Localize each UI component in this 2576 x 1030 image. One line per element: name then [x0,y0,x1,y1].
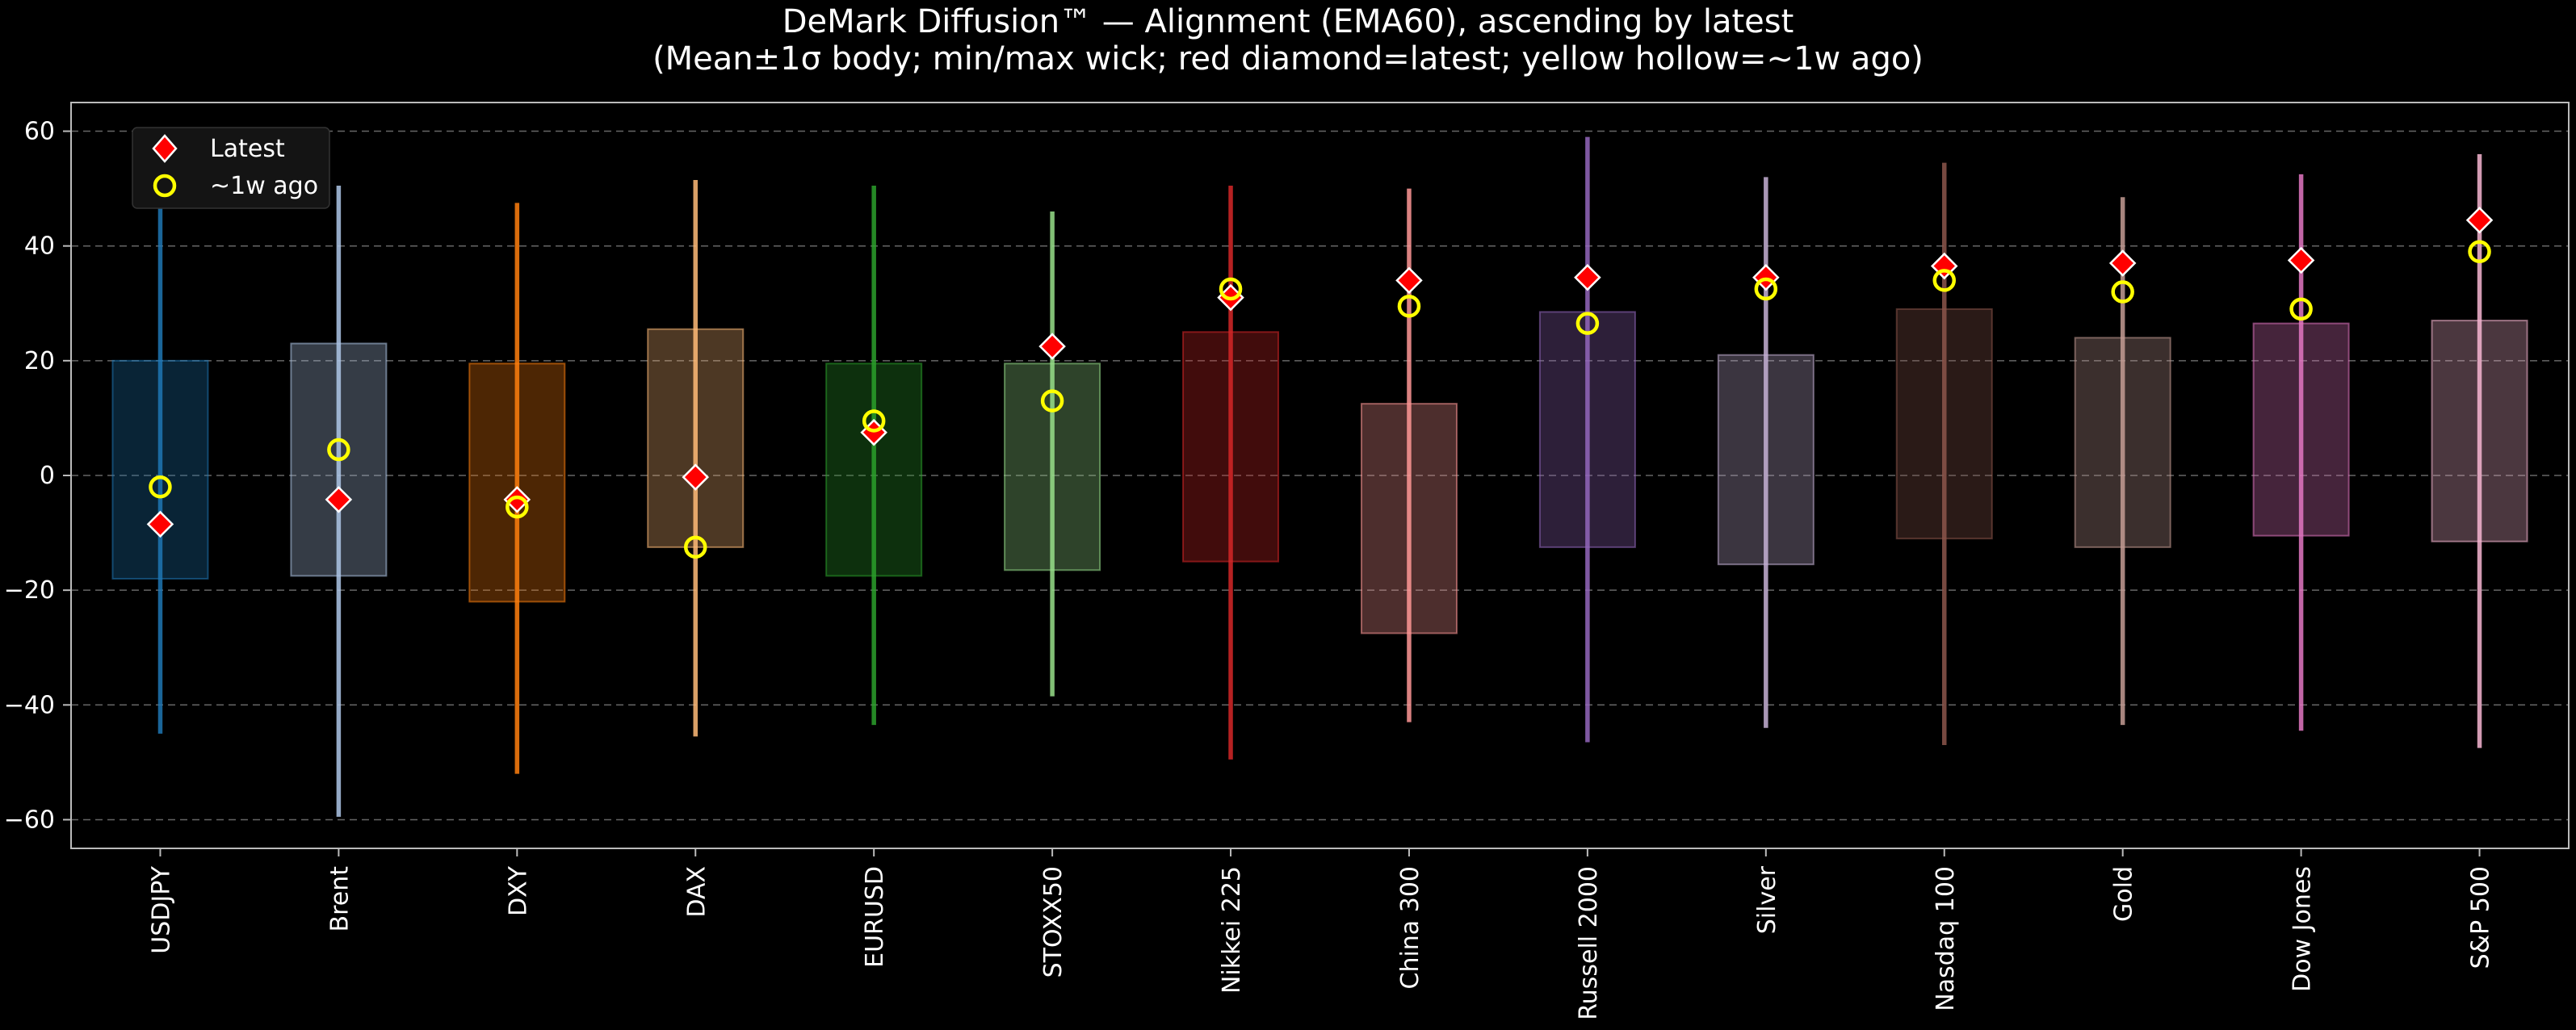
x-tick-label: Dow Jones [2289,866,2317,992]
gridlines [71,130,2569,821]
x-axis: USDJPY Brent DXY DAX EURUSD STOXX50 Nikkei 225… [147,848,2495,1020]
x-tick-label: Silver [1753,865,1781,934]
week-ago-marker [1575,312,1600,335]
week-ago-marker [2289,297,2313,321]
y-tick-label: 40 [24,232,55,261]
x-tick-label: China 300 [1396,866,1424,990]
x-tick-label: Gold [2110,866,2138,922]
week-ago-marker [149,475,172,499]
legend-box [132,127,330,209]
series-nikkei-225 [1182,186,1280,760]
week-ago-marker [1397,295,1421,318]
x-tick-label: DAX [682,866,711,918]
week-ago-marker [862,409,886,433]
x-tick-label: Brent [325,866,354,932]
y-tick-label: 20 [24,347,55,375]
week-ago-marker [684,535,707,559]
week-ago-marker [2111,280,2134,304]
legend-week-ago-circle [153,174,177,198]
series-dow-jones [2252,174,2350,731]
x-tick-label: DXY [504,865,532,916]
series-russell-2000 [1538,136,1636,743]
legend-latest-label: Latest [210,135,285,163]
series-eurusd [825,186,923,726]
y-tick-label: 0 [40,462,55,490]
y-tick-label: −40 [4,691,55,719]
latest-marker [682,463,710,491]
x-tick-label: EURUSD [861,866,889,968]
latest-marker [2108,249,2137,277]
x-tick-label: Nikkei 225 [1218,866,1246,994]
week-ago-marker [506,495,529,519]
latest-marker [146,510,174,538]
series-dax [647,179,745,737]
markers [146,206,2494,559]
latest-marker [503,486,531,513]
week-ago-marker [1754,277,1778,301]
y-tick-label: −20 [4,576,55,605]
week-ago-marker [1219,277,1243,301]
latest-marker [1574,264,1601,291]
legend-week-ago-label: ~1w ago [210,172,318,200]
latest-marker [2465,206,2494,234]
legend: Latest ~1w ago [132,127,330,209]
week-ago-marker [2468,240,2491,264]
x-tick-label: Nasdaq 100 [1932,866,1960,1011]
latest-marker [1038,333,1066,360]
series-gold [2074,197,2171,726]
chart-title: DeMark Diffusion™ — Alignment (EMA60), a… [782,3,1794,40]
y-axis: 60 40 20 0 −20 −40 −60 [4,118,71,834]
y-tick-label: −60 [4,806,55,834]
series-s-p-500 [2431,153,2528,748]
y-tick-label: 60 [24,118,55,146]
week-ago-marker [1040,389,1064,412]
latest-marker [2287,246,2315,274]
x-tick-label: STOXX50 [1039,866,1068,978]
series-stoxx50 [1004,211,1101,697]
week-ago-marker [1932,269,1956,292]
x-tick-label: S&P 500 [2467,866,2495,969]
series-usdjpy [111,182,209,734]
latest-marker [325,486,353,513]
legend-latest-diamond [152,134,178,163]
latest-marker [1395,266,1423,295]
box-series [111,136,2528,817]
x-tick-label: USDJPY [147,865,175,953]
week-ago-marker [327,438,350,462]
chart-subtitle: (Mean±1σ body; min/max wick; red diamond… [652,40,1924,77]
x-tick-label: Russell 2000 [1575,866,1603,1020]
